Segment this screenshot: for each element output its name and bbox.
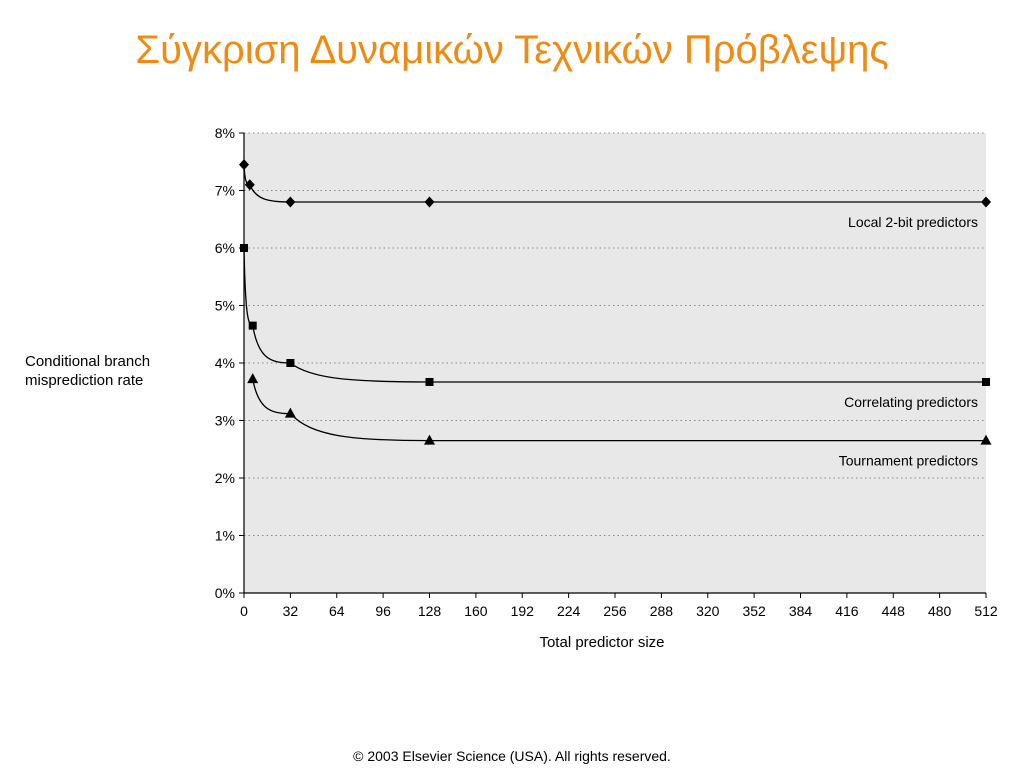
series-label: Tournament predictors — [839, 453, 978, 469]
data-point-triangle — [284, 407, 296, 418]
data-point-square — [240, 244, 248, 252]
x-tick-label: 96 — [375, 603, 391, 619]
y-tick-label: 4% — [215, 355, 235, 371]
data-point-square — [982, 377, 990, 386]
x-tick-label: 256 — [603, 603, 627, 619]
x-tick-label: 384 — [789, 603, 813, 619]
y-tick-label: 2% — [215, 470, 235, 486]
x-tick-label: 512 — [974, 603, 998, 619]
x-tick-label: 352 — [742, 603, 766, 619]
data-point-triangle — [980, 434, 992, 445]
x-ticks: 0 32 64 96 128 160 192 224 256 288 320 352 384 416 448… — [240, 593, 998, 619]
y-tick-label: 1% — [215, 528, 235, 544]
y-ticks: 0% 1% 2% 3% 4% 5% 6% 7% 8% — [215, 125, 244, 601]
series-tournament-predictors: Tournament predictors — [247, 373, 992, 469]
y-tick-label: 6% — [215, 240, 235, 256]
data-point-triangle — [424, 434, 435, 445]
series-group: Local 2-bit predictors Correlating predic… — [239, 159, 992, 469]
data-point-diamond — [285, 196, 296, 208]
x-axis-label: Total predictor size — [539, 634, 664, 651]
y-axis-label: Conditional branch misprediction rate — [25, 353, 151, 389]
x-tick-label: 480 — [928, 603, 952, 619]
y-tick-label: 5% — [215, 298, 235, 314]
slide-title: Σύγκριση Δυναμικών Τεχνικών Πρόβλεψης — [135, 28, 889, 72]
x-tick-label: 416 — [835, 603, 859, 619]
data-point-square — [248, 321, 257, 330]
x-tick-label: 32 — [283, 603, 299, 619]
series-line — [252, 378, 986, 442]
copyright-footer: © 2003 Elsevier Science (USA). All right… — [353, 748, 671, 764]
data-point-diamond — [424, 196, 435, 208]
series-label: Correlating predictors — [844, 394, 978, 410]
x-tick-label: 288 — [650, 603, 674, 619]
x-tick-label: 224 — [557, 603, 581, 619]
series-label: Local 2-bit predictors — [848, 214, 978, 230]
data-point-square — [286, 359, 295, 367]
x-tick-label: 160 — [464, 603, 488, 619]
series-correlating-predictors: Correlating predictors — [240, 244, 990, 410]
series-local-2-bit-predictors: Local 2-bit predictors — [239, 159, 991, 230]
data-point-square — [425, 377, 434, 386]
data-point-diamond — [239, 159, 249, 171]
x-tick-label: 0 — [240, 603, 248, 619]
data-point-diamond — [981, 196, 991, 208]
y-tick-label: 7% — [215, 183, 235, 199]
y-tick-label: 0% — [215, 585, 235, 601]
x-tick-label: 128 — [418, 603, 442, 619]
x-tick-label: 320 — [696, 603, 720, 619]
plot-area — [244, 133, 986, 593]
x-tick-label: 192 — [511, 603, 535, 619]
y-tick-label: 8% — [215, 125, 235, 141]
data-point-diamond — [244, 179, 255, 191]
data-point-triangle — [247, 373, 259, 384]
series-line — [243, 247, 986, 383]
y-tick-label: 3% — [215, 413, 235, 429]
x-tick-label: 64 — [329, 603, 345, 619]
x-tick-label: 448 — [882, 603, 906, 619]
